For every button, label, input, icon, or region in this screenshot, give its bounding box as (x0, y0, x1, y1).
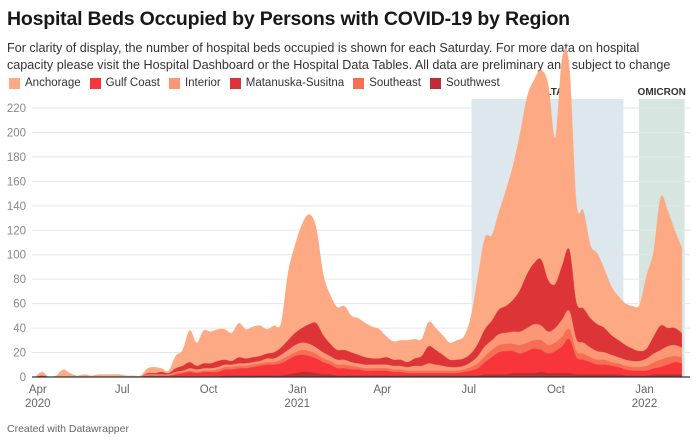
legend-item-southeast: Southeast (353, 77, 421, 89)
x-tick-label: Jul (115, 384, 130, 396)
legend-swatch (229, 77, 241, 89)
legend-label: Gulf Coast (105, 77, 160, 89)
chart-subtitle: For clarity of display, the number of ho… (7, 41, 671, 72)
legend-label: Anchorage (25, 77, 81, 89)
legend-swatch (9, 77, 20, 89)
y-tick-label: 100 (7, 250, 26, 262)
y-tick-label: 0 (20, 372, 26, 384)
y-tick-label: 20 (13, 348, 26, 360)
legend-item-gulf-coast: Gulf Coast (89, 77, 160, 89)
x-tick-label: Jan (288, 384, 307, 396)
chart-title: Hospital Beds Occupied by Persons with C… (7, 8, 570, 30)
x-tick-label: Apr (29, 384, 47, 396)
band-label: OMICRON (638, 87, 686, 98)
legend-swatch (353, 77, 365, 89)
x-tick-label: Jan (635, 384, 654, 396)
y-tick-label: 60 (13, 299, 26, 311)
y-tick-label: 40 (13, 323, 26, 335)
legend-swatch (168, 77, 180, 89)
x-tick-label: Oct (547, 384, 566, 396)
legend-label: Southwest (446, 77, 500, 89)
x-tick-year: 2022 (632, 398, 658, 410)
legend-item-matanuska-susitna: Matanuska-Susitna (229, 77, 345, 89)
legend-item-anchorage: Anchorage (9, 77, 81, 89)
y-tick-label: 220 (7, 103, 26, 115)
legend-label: Southeast (369, 77, 421, 89)
legend-item-interior: Interior (168, 77, 221, 89)
y-tick-label: 120 (7, 225, 26, 237)
footer-credit: Created with Datawrapper (7, 423, 129, 435)
y-tick-label: 80 (13, 274, 26, 286)
legend-swatch (89, 77, 101, 89)
x-tick-year: 2020 (25, 398, 51, 410)
x-tick-year: 2021 (284, 398, 310, 410)
y-tick-label: 160 (7, 176, 26, 188)
y-tick-label: 180 (7, 152, 26, 164)
x-tick-label: Jul (461, 384, 476, 396)
legend-swatch (430, 77, 441, 89)
legend-label: Interior (184, 77, 221, 89)
x-tick-label: Oct (200, 384, 219, 396)
legend-item-southwest: Southwest (430, 77, 500, 89)
y-tick-label: 140 (7, 201, 26, 213)
x-tick-label: Apr (373, 384, 391, 396)
legend: Anchorage Gulf Coast Interior Matanuska-Sus… (9, 77, 500, 89)
legend-label: Matanuska-Susitna (245, 77, 345, 89)
axes: Apr 2020 Jul Oct Jan 2021 Apr Jul Oct Jan 2022 (25, 376, 690, 410)
y-tick-label: 200 (7, 127, 26, 139)
